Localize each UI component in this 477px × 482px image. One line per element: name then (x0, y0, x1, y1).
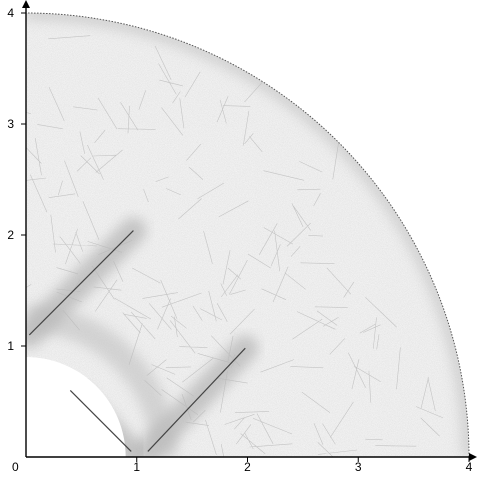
mesh-wireframe (26, 35, 444, 457)
y-ticks: 1 2 3 4 (7, 6, 26, 353)
outer-boundary (25, 12, 470, 458)
middle-crack (147, 347, 246, 452)
lower-crack (69, 389, 132, 452)
x-tick-label: 2 (244, 460, 251, 474)
x-axis-arrow-icon (469, 453, 477, 461)
x-tick-label: 1 (133, 460, 140, 474)
x-tick-label: 4 (466, 460, 473, 474)
y-tick-label: 4 (7, 6, 14, 20)
mesh-region (26, 13, 469, 457)
x-tick-label: 0 (12, 460, 19, 474)
upper-crack (28, 230, 134, 336)
mesh-edges (26, 35, 444, 457)
mesh-texture-dense (26, 13, 469, 457)
axes: 0 1 2 3 4 1 2 3 4 (7, 0, 477, 474)
x-tick-label: 3 (355, 460, 362, 474)
y-tick-label: 3 (7, 117, 14, 131)
crack-lines (28, 230, 246, 452)
x-ticks: 0 1 2 3 4 (12, 457, 473, 474)
y-axis-arrow-icon (22, 0, 30, 8)
mesh-refinement-zones (26, 13, 469, 457)
y-tick-label: 2 (7, 228, 14, 242)
y-tick-label: 1 (7, 339, 14, 353)
